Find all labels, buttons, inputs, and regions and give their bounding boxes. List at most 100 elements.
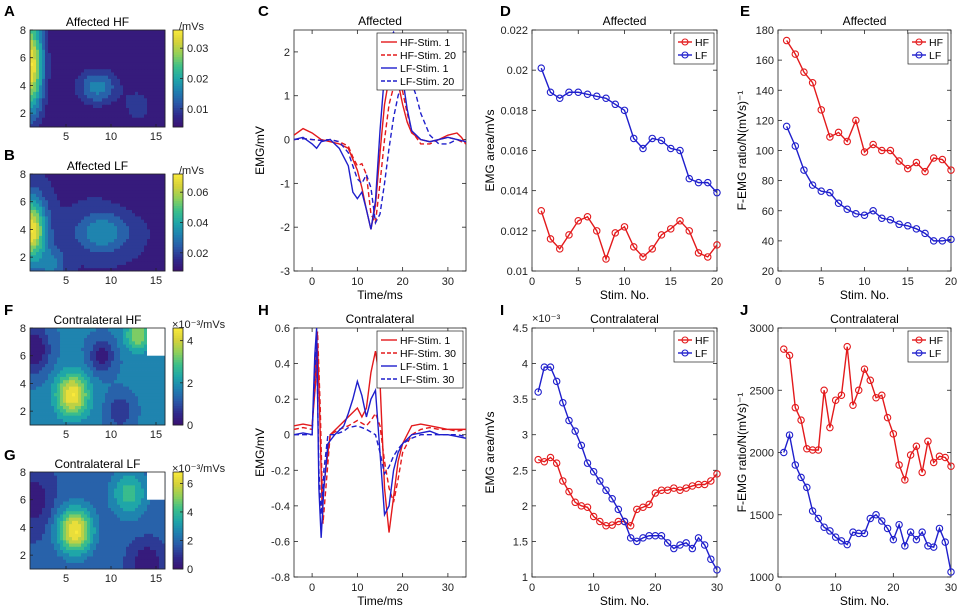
colorbar-segment	[173, 97, 183, 101]
heatmap-cell	[75, 174, 79, 178]
heatmap-cell	[87, 337, 91, 342]
heatmap-cell	[147, 75, 151, 79]
heatmap-cell	[57, 206, 61, 210]
heatmap-cell	[39, 386, 43, 390]
heatmap-cell	[99, 174, 103, 178]
heatmap-cell	[54, 107, 58, 112]
heatmap-cell	[144, 370, 148, 374]
heatmap-cell	[72, 389, 76, 394]
heatmap-cell	[48, 193, 52, 198]
heatmap-cell	[120, 347, 124, 352]
colorbar-segment	[173, 412, 183, 416]
heatmap-cell	[51, 49, 55, 54]
heatmap-cell	[120, 405, 124, 410]
heatmap-cell	[39, 174, 43, 178]
heatmap-cell	[114, 59, 118, 63]
heatmap-cell	[33, 78, 37, 83]
heatmap-cell	[108, 357, 112, 361]
heatmap-cell	[45, 62, 49, 66]
heatmap-cell	[99, 183, 103, 188]
heatmap-cell	[93, 84, 97, 89]
heatmap-cell	[111, 412, 115, 416]
heatmap-cell	[90, 549, 94, 554]
heatmap-cell	[48, 251, 52, 256]
heatmap-cell	[153, 251, 157, 256]
heatmap-cell	[63, 55, 67, 60]
heatmap-cell	[30, 344, 34, 348]
heatmap-cell	[60, 559, 64, 563]
heatmap-cell	[96, 174, 100, 178]
heatmap-cell	[123, 209, 127, 214]
heatmap-cell	[60, 84, 64, 89]
heatmap-cell	[36, 199, 40, 204]
heatmap-cell	[144, 42, 148, 47]
heatmap-cell	[159, 68, 163, 73]
heatmap-cell	[132, 379, 136, 384]
heatmap-cell	[36, 62, 40, 66]
heatmap-cell	[90, 36, 94, 41]
heatmap-cell	[147, 180, 151, 185]
heatmap-cell	[48, 562, 52, 567]
heatmap-cell	[132, 552, 136, 557]
heatmap-cell	[102, 114, 106, 118]
heatmap-cell	[63, 88, 67, 92]
heatmap-cell	[42, 334, 46, 339]
heatmap-cell	[75, 88, 79, 92]
heatmap-cell	[81, 258, 85, 262]
heatmap-cell	[54, 546, 58, 550]
heatmap-cell	[111, 533, 115, 538]
heatmap-cell	[30, 328, 34, 332]
heatmap-cell	[78, 39, 82, 44]
heatmap-cell	[87, 177, 91, 181]
heatmap-cell	[129, 196, 133, 201]
heatmap-cell	[108, 36, 112, 41]
heatmap-cell	[141, 334, 145, 339]
heatmap-cell	[126, 68, 130, 73]
heatmap-cell	[54, 241, 58, 246]
heatmap-cell	[159, 386, 163, 390]
heatmap-cell	[138, 123, 142, 128]
heatmap-cell	[36, 33, 40, 37]
heatmap-cell	[135, 517, 139, 521]
heatmap-cell	[72, 193, 76, 198]
heatmap-cell	[108, 123, 112, 128]
heatmap-cell	[63, 357, 67, 361]
heatmap-cell	[126, 75, 130, 79]
heatmap-cell	[105, 254, 109, 259]
heatmap-cell	[60, 46, 64, 50]
heatmap-cell	[63, 328, 67, 332]
heatmap-cell	[30, 225, 34, 230]
colorbar-segment	[173, 124, 183, 128]
heatmap-cell	[105, 94, 109, 99]
heatmap-cell	[75, 565, 79, 570]
heatmap-cell	[126, 360, 130, 364]
heatmap-cell	[75, 556, 79, 560]
heatmap-cell	[150, 123, 154, 128]
heatmap-cell	[135, 33, 139, 37]
heatmap-cell	[126, 539, 130, 544]
heatmap-cell	[54, 526, 58, 531]
heatmap-cell	[135, 65, 139, 70]
heatmap-cell	[135, 219, 139, 223]
heatmap-cell	[33, 91, 37, 96]
colorbar-segment	[173, 83, 183, 87]
heatmap-cell	[84, 235, 88, 240]
heatmap-cell	[93, 59, 97, 63]
heatmap-cell	[90, 389, 94, 394]
heatmap-cell	[132, 350, 136, 355]
heatmap-cell	[153, 42, 157, 47]
heatmap-cell	[129, 216, 133, 220]
heatmap-cell	[111, 340, 115, 345]
heatmap-cell	[111, 347, 115, 352]
heatmap-cell	[159, 258, 163, 262]
heatmap-cell	[45, 373, 49, 377]
heatmap-cell	[123, 530, 127, 534]
heatmap-cell	[105, 245, 109, 249]
heatmap-cell	[153, 386, 157, 390]
heatmap-cell	[36, 376, 40, 381]
heatmap-cell	[84, 183, 88, 188]
heatmap-cell	[84, 117, 88, 121]
heatmap-cell	[42, 206, 46, 210]
heatmap-cell	[57, 526, 61, 531]
heatmap-cell	[30, 421, 34, 426]
